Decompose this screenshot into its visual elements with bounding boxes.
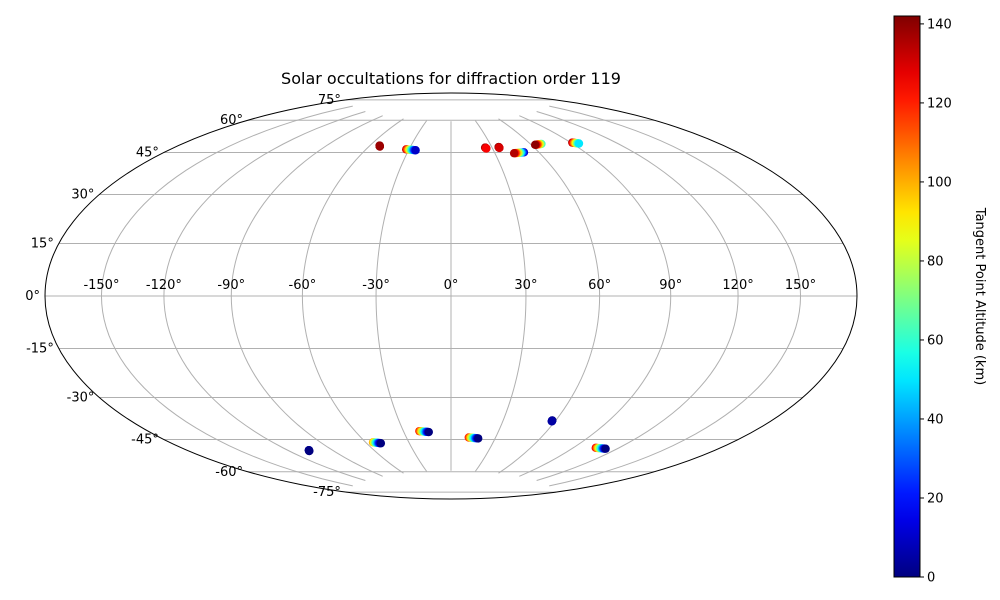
occultation-track [415,426,433,437]
lon-tick-label: -120° [146,278,182,293]
track-point [424,427,433,437]
occultation-track [547,416,557,426]
colorbar-tick-label: 140 [927,17,952,32]
occultation-track [304,445,314,456]
colorbar-tick-label: 0 [927,571,935,586]
occultation-track [591,443,610,453]
colorbar-tick-label: 100 [927,175,952,190]
occultation-track [480,143,491,153]
colorbar-tick-label: 60 [927,333,944,348]
colorbar-tick-label: 80 [927,254,944,269]
occultation-track [375,141,384,151]
occultation-track [368,438,386,448]
lon-tick-label: 90° [659,278,682,293]
occultation-track [568,138,584,148]
colorbar-tick-label: 40 [927,412,944,427]
lon-tick-label: -90° [217,278,245,293]
lat-tick-label: -30° [67,391,95,406]
colorbar-label: Tangent Point Altitude (km) [972,207,987,385]
track-point [474,434,483,443]
occultation-tracks [304,138,610,456]
track-point [482,144,491,153]
occultation-track [530,139,546,150]
lat-tick-label: 75° [318,93,341,108]
colorbar-gradient [893,15,921,578]
lat-tick-label: 0° [25,289,40,304]
lon-tick-label: 150° [785,278,816,293]
colorbar-tick-label: 120 [927,96,952,111]
track-point [305,446,314,456]
map-border [44,92,858,500]
occultation-track [509,148,529,158]
track-point [509,149,519,158]
lat-tick-label: -15° [26,342,54,357]
occultation-track [401,145,420,155]
lat-tick-label: 60° [220,113,243,128]
map-grid [44,92,858,500]
track-point [574,139,584,148]
colorbar: Tangent Point Altitude (km) 0 20 40 60 80 100… [893,15,987,586]
occultation-track [464,433,483,443]
lat-tick-label: 45° [136,145,159,160]
lat-tick-label: 30° [71,188,94,203]
lat-tick-label: -45° [131,433,159,448]
lat-tick-label: -75° [313,485,341,500]
colorbar-tick-label: 20 [927,491,944,506]
occultation-track [494,142,504,153]
lon-tick-label: 120° [722,278,753,293]
latitude-tick-labels: 75° 60° 45° 30° 15° 0° -15° -30° -45° -60° -75° [25,93,341,500]
longitude-tick-labels: -150° -120° -90° -60° -30° 0° 30° 60° 90° 120° 150… [83,278,816,293]
lon-tick-label: -150° [83,278,119,293]
lon-tick-label: 30° [514,278,537,293]
chart-title: Solar occultations for diffraction order… [281,69,621,88]
track-point [601,444,610,453]
track-point [411,146,420,155]
lon-tick-label: 0° [444,278,459,293]
lat-tick-label: 15° [31,236,54,251]
track-point [375,142,384,151]
lon-tick-label: 60° [588,278,611,293]
lon-tick-label: -30° [362,278,390,293]
track-point [530,140,540,150]
lat-tick-label: -60° [215,465,243,480]
lon-tick-label: -60° [289,278,317,293]
track-point [547,417,557,426]
track-point [495,143,504,153]
track-point [376,439,386,448]
